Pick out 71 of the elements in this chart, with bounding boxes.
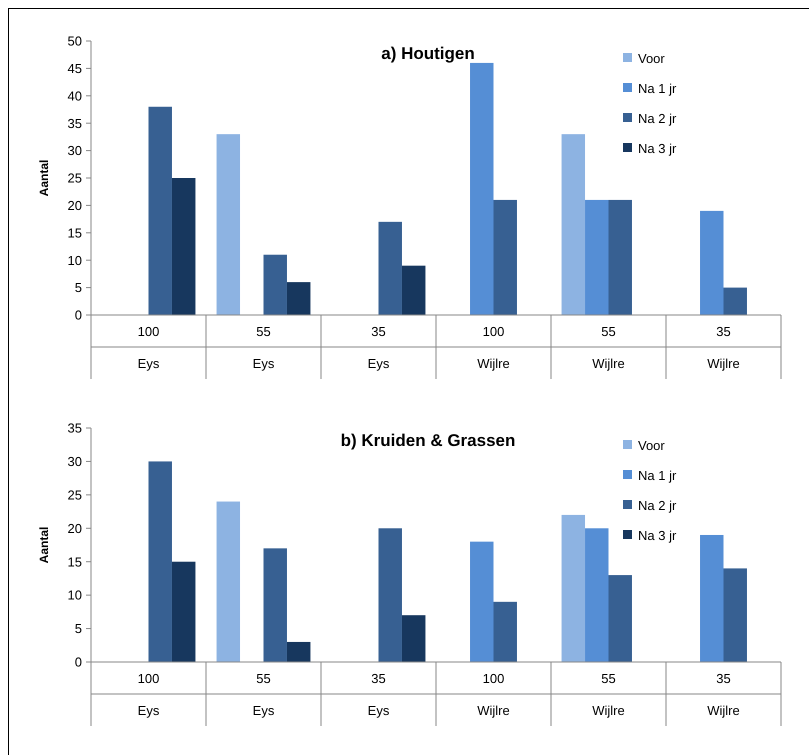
chart-title: b) Kruiden & Grassen: [340, 431, 516, 450]
bar: [494, 602, 517, 662]
y-tick-label: 5: [74, 280, 82, 296]
y-tick-label: 0: [74, 308, 82, 323]
bar: [148, 106, 172, 315]
bar: [402, 615, 426, 662]
y-tick-label: 10: [68, 252, 82, 268]
y-tick-label: 50: [68, 34, 82, 49]
y-tick-label: 0: [74, 654, 82, 670]
y-tick-label: 35: [68, 116, 82, 131]
bar: [264, 254, 287, 315]
y-tick-label: 10: [68, 588, 82, 603]
category-label: 100 Wijlre: [477, 671, 510, 718]
legend-label: Na 2 jr: [638, 498, 677, 513]
legend-label: Na 1 jr: [638, 80, 677, 96]
y-tick-label: 25: [68, 487, 82, 502]
bar: [700, 534, 724, 662]
y-tick-label: 5: [74, 621, 82, 636]
category-label: 35 Eys: [368, 671, 390, 718]
bar: [402, 266, 426, 315]
bar: [216, 134, 240, 315]
y-tick-label: 40: [68, 88, 82, 104]
legend-label: Voor: [638, 438, 666, 453]
legend-label: Na 2 jr: [638, 110, 677, 126]
bar: [378, 528, 402, 662]
category-label: 35 Wijlre: [707, 671, 740, 718]
bar: [172, 178, 196, 315]
bar: [470, 62, 494, 315]
bar: [286, 642, 310, 662]
bar: [470, 542, 494, 662]
legend-label: Voor: [638, 50, 666, 66]
bar: [494, 200, 517, 315]
bar: [608, 200, 632, 315]
category-label: 100 Wijlre: [477, 324, 510, 371]
y-tick-label: 45: [68, 60, 82, 76]
category-label: 35 Eys: [368, 324, 390, 371]
y-tick-label: 30: [68, 454, 82, 469]
category-label: 55 Wijlre: [592, 324, 625, 371]
category-label: 100 Eys: [138, 324, 160, 371]
bar: [724, 288, 747, 315]
legend-label: Na 1 jr: [638, 468, 677, 483]
category-label: 35 Wijlre: [707, 324, 740, 371]
legend-label: Na 3 jr: [638, 528, 677, 543]
legend-label: Na 3 jr: [638, 140, 677, 156]
y-tick-label: 20: [68, 198, 82, 213]
bar: [608, 575, 632, 662]
bar: [562, 514, 586, 662]
category-label: 100 Eys: [138, 671, 160, 718]
bar: [216, 502, 240, 662]
category-label: 55 Eys: [252, 324, 274, 371]
bar: [286, 282, 310, 315]
chart-title: a) Houtigen: [381, 44, 475, 63]
y-tick-label: 20: [68, 520, 82, 536]
y-tick-label: 30: [68, 143, 82, 158]
bar: [172, 562, 196, 662]
y-tick-label: 15: [68, 225, 82, 240]
bar: [585, 528, 608, 662]
bar: [378, 222, 402, 315]
category-label: 55 Eys: [252, 671, 274, 718]
y-axis-title: Aantal: [37, 160, 51, 196]
y-tick-label: 35: [68, 420, 82, 436]
y-tick-label: 15: [68, 554, 82, 570]
bar: [700, 210, 724, 315]
bar: [148, 461, 172, 662]
y-tick-label: 25: [68, 170, 82, 186]
bar: [585, 200, 608, 315]
bar: [562, 134, 586, 315]
category-label: 55 Wijlre: [592, 671, 625, 718]
bar: [264, 548, 287, 662]
bar: [724, 568, 747, 662]
y-axis-title: Aantal: [37, 526, 51, 564]
